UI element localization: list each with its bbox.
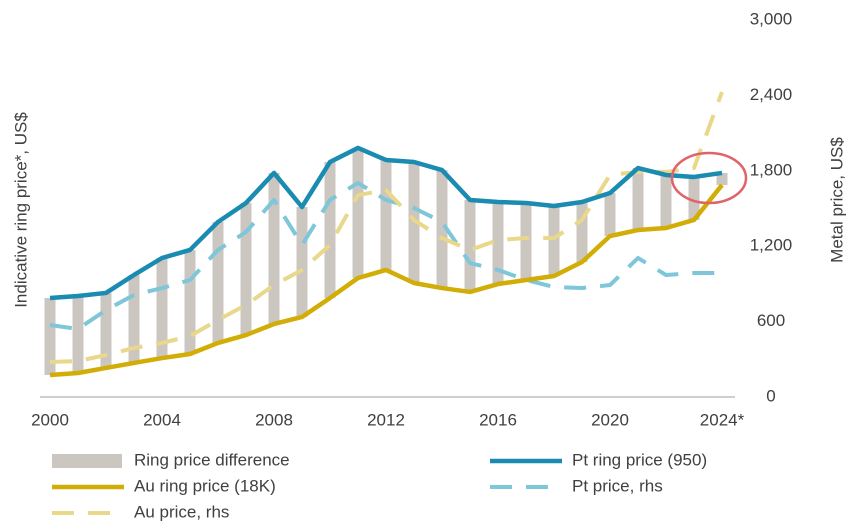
bar bbox=[464, 199, 476, 292]
line bbox=[49, 183, 724, 378]
bar bbox=[380, 159, 392, 270]
legend-label: Ring price difference bbox=[134, 450, 290, 469]
bar bbox=[716, 172, 728, 186]
x-tick-label: 2016 bbox=[479, 410, 517, 429]
legend-swatch bbox=[52, 454, 122, 468]
x-tick-label: 2024* bbox=[700, 410, 745, 429]
bar bbox=[184, 249, 196, 355]
dashed-line bbox=[49, 91, 724, 364]
bar bbox=[660, 174, 672, 228]
y-axis-label: Indicative ring price*, US$ bbox=[11, 112, 30, 308]
y2-tick-label: 600 bbox=[757, 311, 785, 330]
bar bbox=[212, 221, 224, 343]
bar bbox=[296, 206, 308, 317]
plot-area bbox=[44, 91, 728, 378]
bar bbox=[492, 201, 504, 285]
legend-label: Pt ring price (950) bbox=[572, 450, 707, 469]
bar bbox=[240, 202, 252, 336]
bar bbox=[520, 202, 532, 281]
bar bbox=[72, 295, 84, 373]
y2-tick-label: 0 bbox=[766, 386, 775, 405]
line bbox=[49, 145, 723, 301]
bar bbox=[436, 170, 448, 289]
bar bbox=[352, 147, 364, 278]
bar bbox=[100, 292, 112, 368]
x-tick-label: 2008 bbox=[255, 410, 293, 429]
highlight-circle bbox=[670, 151, 748, 205]
bar bbox=[632, 168, 644, 230]
x-tick-label: 2004 bbox=[143, 410, 181, 429]
x-tick-label: 2000 bbox=[31, 410, 69, 429]
y2-tick-label: 3,000 bbox=[750, 9, 793, 28]
y2-axis-label: Metal price, US$ bbox=[827, 137, 846, 263]
bar bbox=[156, 258, 168, 359]
y2-tick-label: 2,400 bbox=[750, 85, 793, 104]
legend-label: Au price, rhs bbox=[134, 502, 229, 521]
bar bbox=[268, 172, 280, 324]
x-tick-label: 2020 bbox=[591, 410, 629, 429]
bar bbox=[548, 205, 560, 276]
bar bbox=[44, 297, 56, 376]
bar bbox=[408, 162, 420, 284]
bar bbox=[688, 176, 700, 220]
legend-label: Pt price, rhs bbox=[572, 476, 663, 495]
y2-tick-label: 1,800 bbox=[750, 160, 793, 179]
dashed-line bbox=[49, 180, 722, 332]
y2-tick-label: 1,200 bbox=[750, 236, 793, 255]
x-tick-label: 2012 bbox=[367, 410, 405, 429]
bar bbox=[576, 201, 588, 263]
bar bbox=[604, 193, 616, 237]
bar bbox=[324, 162, 336, 298]
legend-label: Au ring price (18K) bbox=[134, 476, 276, 495]
bar bbox=[128, 274, 140, 363]
